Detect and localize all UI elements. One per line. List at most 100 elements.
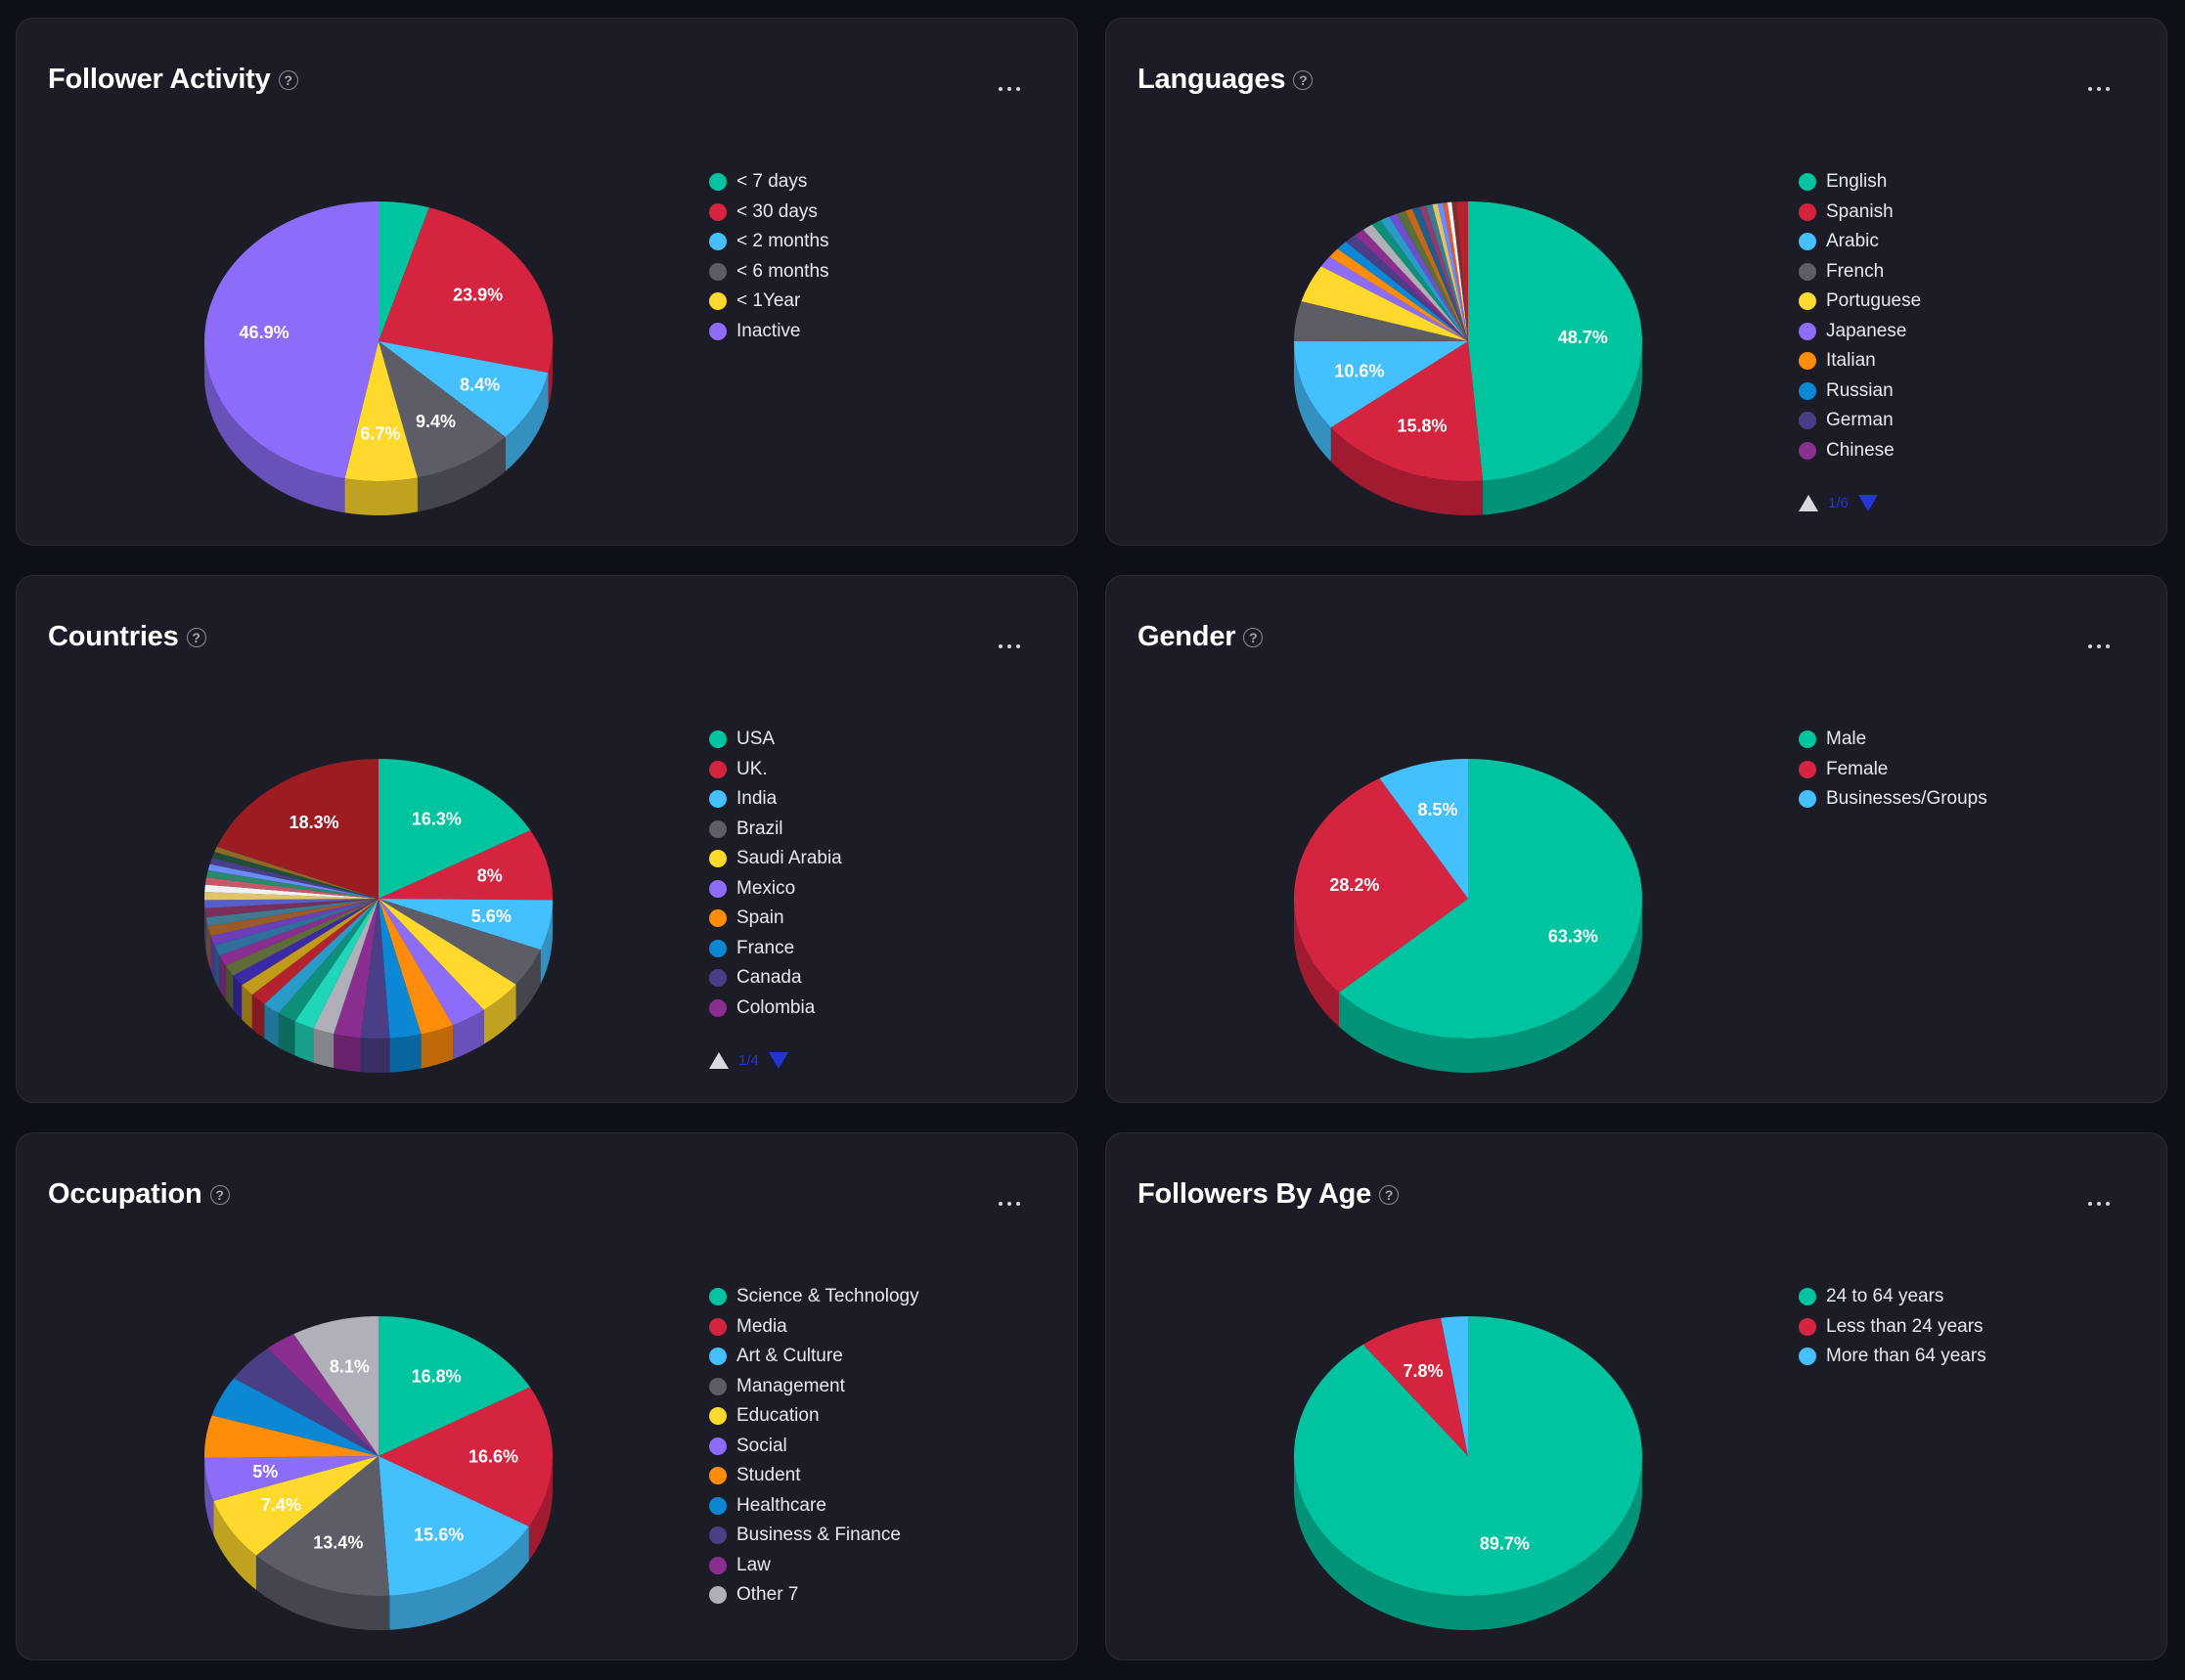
legend-item-usa[interactable]: USA [709, 725, 842, 755]
legend-item-management[interactable]: Management [709, 1372, 919, 1402]
pie-slice-other[interactable] [1447, 201, 1468, 341]
pie-slice-7-days[interactable] [379, 201, 429, 341]
legend-item-healthcare[interactable]: Healthcare [709, 1491, 919, 1522]
pie-slice-other[interactable] [264, 899, 379, 1014]
pie-slice-uk[interactable] [379, 830, 553, 901]
pie-slice-other[interactable] [1405, 208, 1468, 341]
legend-item-other-7[interactable]: Other 7 [709, 1580, 919, 1611]
help-icon[interactable]: ? [1243, 627, 1264, 647]
legend-item-arabic[interactable]: Arabic [1799, 227, 1921, 257]
pie-slice-other[interactable] [1437, 202, 1468, 341]
legend-item-less-than-24-years[interactable]: Less than 24 years [1799, 1312, 1986, 1343]
more-options-icon[interactable] [999, 1202, 1020, 1206]
pie-slice-art-culture[interactable] [379, 1456, 529, 1596]
pie-slice-usa[interactable] [379, 759, 531, 899]
legend-item-6-months[interactable]: < 6 months [709, 257, 829, 287]
pie-slice-other[interactable] [216, 759, 379, 899]
legend-item-student[interactable]: Student [709, 1461, 919, 1491]
pie-slice-brazil[interactable] [379, 899, 541, 985]
more-options-icon[interactable] [2088, 644, 2110, 648]
pager-down-icon[interactable] [768, 1052, 788, 1069]
pie-slice-other[interactable] [251, 899, 379, 1004]
help-icon[interactable]: ? [278, 69, 298, 90]
legend-item-male[interactable]: Male [1799, 725, 1987, 755]
pie-slice-other[interactable] [210, 899, 379, 946]
pie-slice-colombia[interactable] [334, 899, 379, 1039]
pie-slice-other[interactable] [1443, 202, 1468, 341]
legend-item-mexico[interactable]: Mexico [709, 874, 842, 905]
pie-slice-other[interactable] [1411, 206, 1468, 341]
pie-slice-other[interactable] [219, 899, 379, 966]
help-icon[interactable]: ? [1379, 1184, 1400, 1205]
legend-item-spain[interactable]: Spain [709, 904, 842, 934]
help-icon[interactable]: ? [209, 1184, 230, 1205]
pie-slice-english[interactable] [1468, 201, 1643, 481]
legend-item-female[interactable]: Female [1799, 755, 1987, 785]
legend-item-24-to-64-years[interactable]: 24 to 64 years [1799, 1282, 1986, 1312]
pie-slice-other[interactable] [204, 877, 379, 899]
legend-item-social[interactable]: Social [709, 1432, 919, 1462]
pie-slice-management[interactable] [255, 1456, 390, 1596]
legend-item-science-technology[interactable]: Science & Technology [709, 1282, 919, 1312]
more-options-icon[interactable] [999, 87, 1020, 91]
legend-item-portuguese[interactable]: Portuguese [1799, 287, 1921, 317]
pie-slice-other[interactable] [206, 869, 379, 899]
pie-slice-japanese[interactable] [1320, 256, 1468, 341]
more-options-icon[interactable] [2088, 1202, 2110, 1206]
legend-item-art-culture[interactable]: Art & Culture [709, 1342, 919, 1372]
pie-slice-mexico[interactable] [379, 899, 484, 1026]
pie-slice-other[interactable] [1432, 203, 1468, 341]
legend-item-uk[interactable]: UK. [709, 755, 842, 785]
legend-item-business-finance[interactable]: Business & Finance [709, 1521, 919, 1551]
pie-slice-other[interactable] [209, 858, 379, 899]
pie-slice-other[interactable] [278, 899, 379, 1022]
pie-slice-other[interactable] [204, 884, 379, 899]
pie-slice-female[interactable] [1294, 777, 1468, 993]
pie-slice-other[interactable] [204, 899, 379, 918]
legend-item-1year[interactable]: < 1Year [709, 287, 829, 317]
pie-slice-student[interactable] [204, 1415, 379, 1458]
pie-slice-other[interactable] [1419, 205, 1468, 341]
pie-slice-social[interactable] [204, 1456, 379, 1501]
pie-slice-other[interactable] [207, 863, 379, 899]
pie-slice-healthcare[interactable] [211, 1378, 379, 1456]
pie-slice-other[interactable] [242, 899, 379, 995]
pie-slice-other[interactable] [207, 899, 379, 937]
legend-item-law[interactable]: Law [709, 1551, 919, 1581]
pager-down-icon[interactable] [1857, 495, 1878, 511]
pie-slice-other[interactable] [225, 899, 379, 976]
help-icon[interactable]: ? [186, 627, 206, 647]
pie-slice-other[interactable] [1362, 224, 1468, 341]
pie-slice-other-7[interactable] [293, 1316, 379, 1456]
pie-slice-spain[interactable] [379, 899, 454, 1035]
legend-item-french[interactable]: French [1799, 257, 1921, 287]
legend-item-spanish[interactable]: Spanish [1799, 198, 1921, 228]
pie-slice-business-finance[interactable] [234, 1348, 379, 1456]
pie-slice-education[interactable] [213, 1456, 379, 1556]
help-icon[interactable]: ? [1293, 69, 1314, 90]
pie-slice-6-months[interactable] [379, 341, 506, 478]
legend-item-inactive[interactable]: Inactive [709, 317, 829, 347]
pie-slice-russian[interactable] [1337, 242, 1468, 341]
pie-slice-other[interactable] [1425, 204, 1468, 341]
legend-item-colombia[interactable]: Colombia [709, 994, 842, 1024]
pie-slice-other[interactable] [1397, 210, 1468, 341]
pie-slice-french[interactable] [1294, 301, 1468, 341]
legend-item-7-days[interactable]: < 7 days [709, 167, 829, 198]
pie-slice-other[interactable] [204, 892, 379, 901]
pie-slice-science-technology[interactable] [379, 1316, 530, 1456]
legend-item-chinese[interactable]: Chinese [1799, 436, 1921, 466]
pie-slice-other[interactable] [233, 899, 379, 986]
legend-item-saudi-arabia[interactable]: Saudi Arabia [709, 844, 842, 874]
legend-item-russian[interactable]: Russian [1799, 376, 1921, 407]
pie-slice-other[interactable] [1371, 220, 1468, 341]
legend-item-italian[interactable]: Italian [1799, 346, 1921, 376]
pie-slice-canada[interactable] [360, 899, 390, 1039]
legend-item-german[interactable]: German [1799, 406, 1921, 436]
pie-slice-more-than-64-years[interactable] [1441, 1316, 1468, 1456]
pie-slice-other[interactable] [204, 899, 379, 908]
legend-item-canada[interactable]: Canada [709, 963, 842, 994]
pie-slice-german[interactable] [1346, 235, 1468, 341]
pie-slice-media[interactable] [379, 1387, 553, 1527]
pie-slice-spanish[interactable] [1330, 341, 1484, 481]
